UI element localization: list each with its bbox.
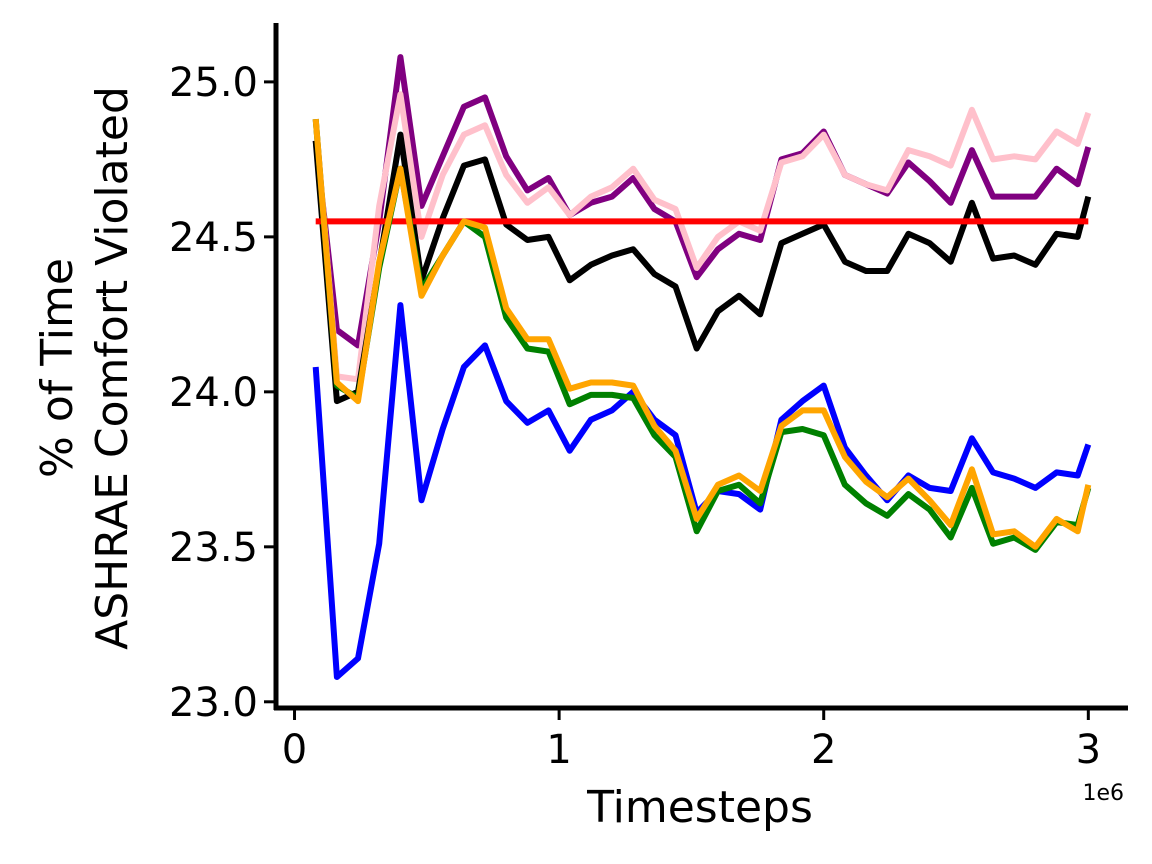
- y-tick-label-3: 24.5: [169, 215, 258, 261]
- x-tick-label-2: 2: [811, 727, 836, 773]
- y-axis-label-line-1: % of Time: [32, 258, 83, 478]
- series-line-7: [312, 118, 1092, 550]
- y-tick-label-1: 23.5: [169, 525, 258, 571]
- y-tick-label-4: 25.0: [169, 60, 258, 106]
- series-line-2: [312, 91, 1092, 383]
- x-tick-label-3: 3: [1076, 727, 1101, 773]
- y-axis-label: % of Time ASHRAE Comfort Violated: [32, 86, 138, 650]
- x-tick-label-0: 0: [282, 727, 307, 773]
- ticks-layer: 0 1 2 3 23.0 23.5 24.0 24.5 25.0: [169, 60, 1101, 773]
- y-tick-label-2: 24.0: [169, 370, 258, 416]
- x-axis-label: Timesteps: [586, 782, 813, 833]
- series-line-1: [312, 54, 1092, 349]
- y-axis-label-line-2: ASHRAE Comfort Violated: [87, 86, 138, 650]
- series-layer: [312, 54, 1092, 680]
- x-axis-exponent-label: 1e6: [1082, 781, 1124, 806]
- series-line-3: [312, 131, 1092, 405]
- y-tick-label-0: 23.0: [169, 680, 258, 726]
- x-tick-label-1: 1: [546, 727, 571, 773]
- axes-layer: [273, 23, 1128, 711]
